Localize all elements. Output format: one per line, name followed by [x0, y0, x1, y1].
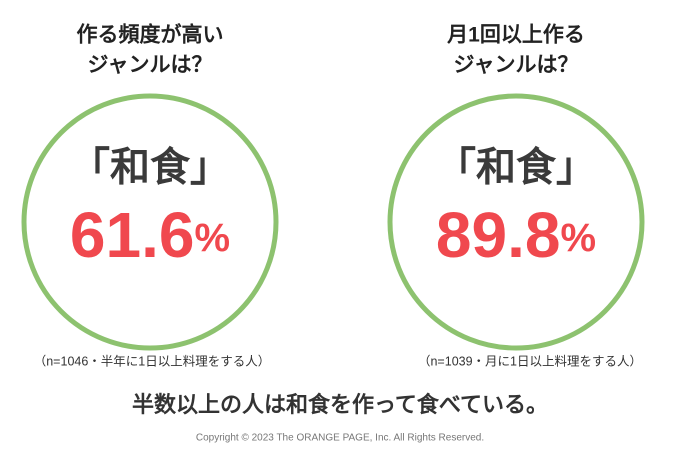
- heading: 月1回以上作る: [446, 23, 585, 47]
- value: 89.8: [436, 199, 561, 271]
- percentage: 61.6%: [70, 199, 230, 271]
- summary: 半数以上の人は和食を作って食べている。: [132, 392, 548, 417]
- heading: ジャンルは？: [88, 54, 213, 77]
- unit: %: [194, 216, 230, 260]
- panel: 作る頻度が高い ジャンルは？ 「和食」 61.6% （n=1046・半年に1日以…: [21, 23, 279, 368]
- heading: ジャンルは？: [454, 54, 579, 77]
- value: 61.6: [70, 199, 195, 271]
- unit: %: [560, 216, 596, 260]
- note: （n=1039・月に1日以上料理をする人）: [418, 354, 642, 368]
- genre: 「和食」: [70, 146, 230, 190]
- genre: 「和食」: [436, 146, 596, 190]
- note: （n=1046・半年に1日以上料理をする人）: [34, 354, 271, 368]
- heading: 作る頻度が高い: [77, 23, 224, 47]
- circle: [21, 93, 279, 351]
- panel: 月1回以上作る ジャンルは？ 「和食」 89.8% （n=1039・月に1日以上…: [387, 23, 645, 368]
- circle: [387, 93, 645, 351]
- percentage: 89.8%: [436, 199, 596, 271]
- copyright: Copyright © 2023 The ORANGE PAGE, Inc. A…: [196, 433, 484, 444]
